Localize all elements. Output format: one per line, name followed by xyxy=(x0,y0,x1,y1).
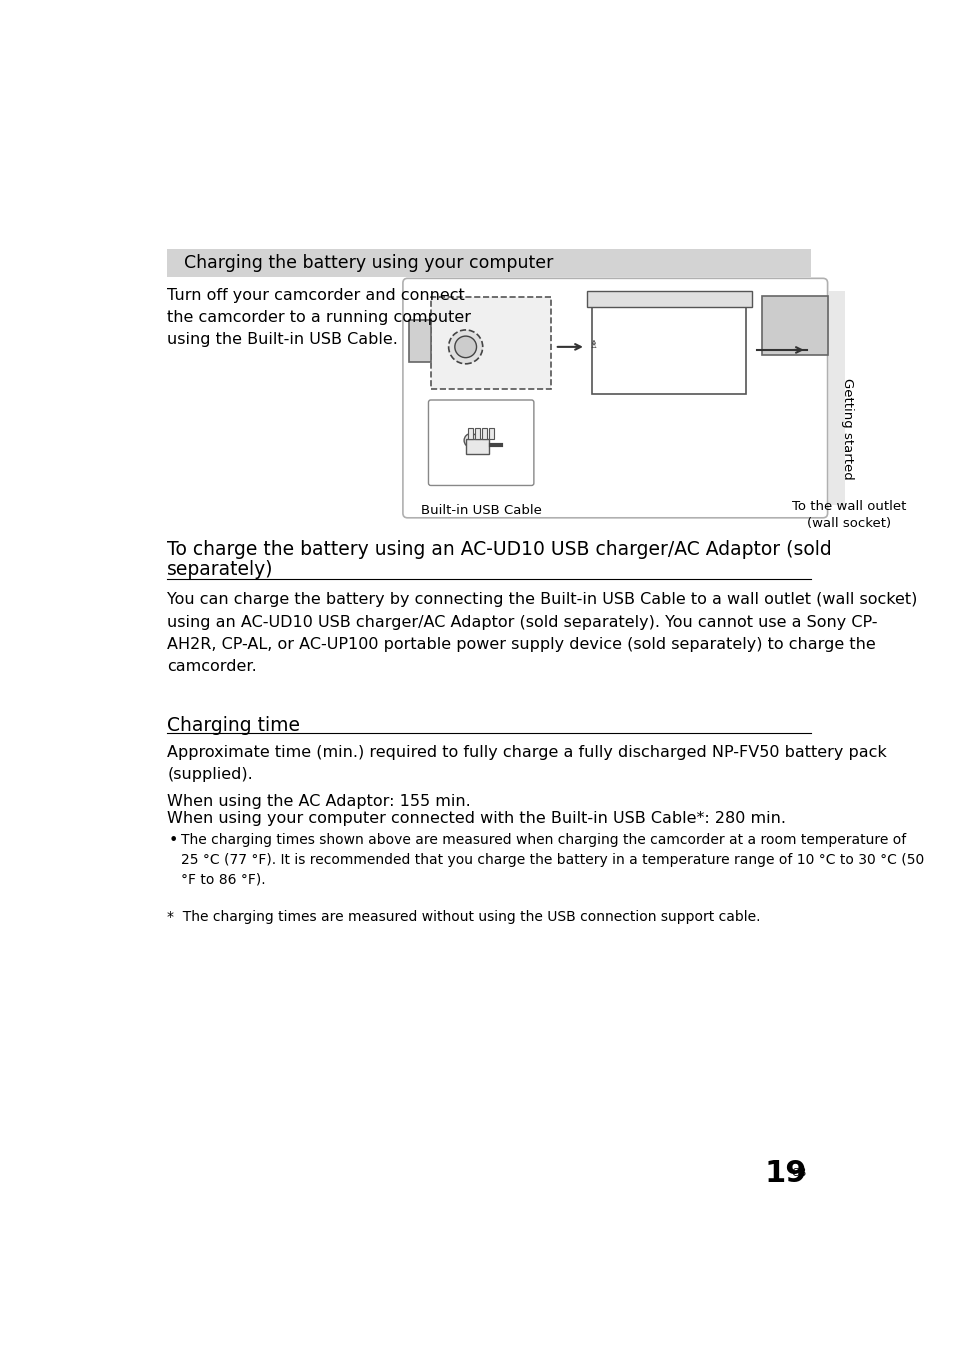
Bar xyxy=(481,427,487,438)
Text: GB: GB xyxy=(791,1168,806,1178)
Bar xyxy=(468,427,473,438)
Text: Getting started: Getting started xyxy=(841,379,853,480)
Bar xyxy=(465,438,488,455)
FancyBboxPatch shape xyxy=(760,296,827,354)
FancyBboxPatch shape xyxy=(592,304,745,394)
FancyBboxPatch shape xyxy=(431,297,550,389)
Text: 19: 19 xyxy=(763,1159,806,1189)
Text: Built-in USB Cable: Built-in USB Cable xyxy=(420,503,541,517)
Text: Charging time: Charging time xyxy=(167,715,300,734)
Bar xyxy=(475,427,480,438)
Text: ♗: ♗ xyxy=(587,341,598,350)
Text: •: • xyxy=(169,833,178,848)
FancyBboxPatch shape xyxy=(586,292,751,307)
Text: When using your computer connected with the Built-in USB Cable*: 280 min.: When using your computer connected with … xyxy=(167,811,785,826)
Text: Charging the battery using your computer: Charging the battery using your computer xyxy=(173,254,554,271)
Bar xyxy=(828,290,843,506)
Circle shape xyxy=(455,337,476,358)
Bar xyxy=(488,427,494,438)
Text: To charge the battery using an AC-UD10 USB charger/AC Adaptor (sold: To charge the battery using an AC-UD10 U… xyxy=(167,540,831,559)
Text: The charging times shown above are measured when charging the camcorder at a roo: The charging times shown above are measu… xyxy=(181,833,923,887)
Text: separately): separately) xyxy=(167,560,274,579)
Text: You can charge the battery by connecting the Built-in USB Cable to a wall outlet: You can charge the battery by connecting… xyxy=(167,593,917,674)
Text: Approximate time (min.) required to fully charge a fully discharged NP-FV50 batt: Approximate time (min.) required to full… xyxy=(167,745,886,782)
Bar xyxy=(167,250,810,277)
Circle shape xyxy=(448,330,482,364)
Circle shape xyxy=(464,433,477,448)
Bar xyxy=(409,320,431,362)
Text: *  The charging times are measured without using the USB connection support cabl: * The charging times are measured withou… xyxy=(167,909,760,924)
Text: Turn off your camcorder and connect
the camcorder to a running computer
using th: Turn off your camcorder and connect the … xyxy=(167,288,471,346)
Text: When using the AC Adaptor: 155 min.: When using the AC Adaptor: 155 min. xyxy=(167,794,471,809)
Text: To the wall outlet
(wall socket): To the wall outlet (wall socket) xyxy=(791,501,905,529)
FancyBboxPatch shape xyxy=(428,400,534,486)
FancyBboxPatch shape xyxy=(402,278,827,518)
